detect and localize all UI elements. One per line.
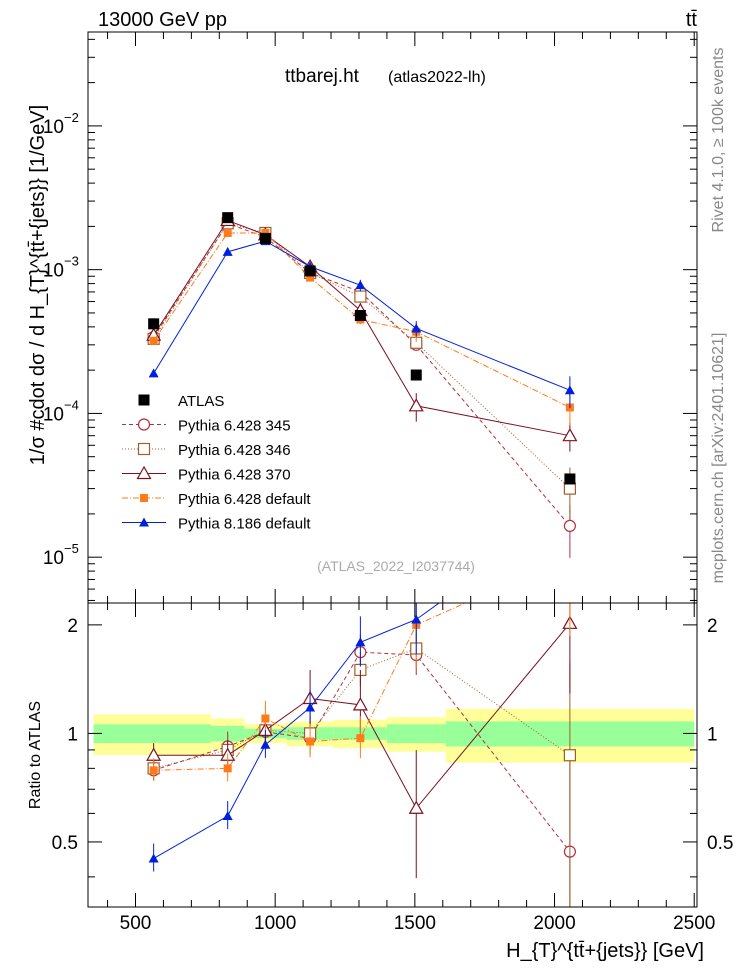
y-tick-label: 10	[43, 117, 64, 138]
legend-entry: Pythia 8.186 default	[122, 516, 311, 533]
series-point	[562, 427, 578, 442]
process-label: tt̄	[686, 9, 698, 31]
data-point	[148, 318, 160, 330]
ratio-point	[222, 811, 233, 821]
ratio-point	[355, 637, 366, 647]
ratio-point	[563, 749, 576, 762]
y-tick-label: 10	[43, 548, 64, 569]
ratio-tick-label: 1	[67, 724, 78, 745]
legend-entry-data: ATLAS	[138, 393, 224, 410]
ratio-series-1	[147, 626, 576, 907]
ratio-point	[261, 714, 270, 723]
ratio-tick-label-right: 0.5	[707, 833, 733, 854]
ratio-point	[352, 697, 368, 711]
data-point	[564, 473, 576, 485]
legend-marker	[137, 418, 151, 431]
ratio-series-group	[146, 603, 578, 907]
legend-marker	[139, 517, 149, 527]
ratio-point	[149, 766, 158, 775]
legend-entry: Pythia 6.428 345	[122, 418, 291, 435]
main-series-group	[146, 212, 578, 558]
beam-label: 13000 GeV pp	[98, 9, 227, 31]
data-point	[304, 265, 316, 277]
ratio-band-inner	[386, 724, 446, 744]
legend-marker	[140, 494, 148, 502]
data-points	[148, 212, 576, 485]
series-point	[222, 246, 233, 256]
x-tick-label: 500	[120, 913, 152, 934]
ratio-series-4	[148, 603, 440, 872]
legend-entry: Pythia 6.428 346	[122, 442, 291, 459]
x-tick-label: 1500	[394, 913, 436, 934]
ratio-tick-label-right: 2	[707, 616, 718, 637]
series-2	[146, 212, 578, 452]
series-point	[563, 519, 576, 533]
legend-label: Pythia 6.428 370	[178, 467, 291, 484]
series-point	[223, 228, 232, 237]
data-point	[222, 212, 234, 224]
ratio-frame	[87, 602, 698, 908]
series-point	[564, 385, 575, 395]
ratio-tick-label-right: 1	[707, 724, 718, 745]
ratio-point	[356, 734, 365, 743]
legend-entry: Pythia 6.428 370	[122, 465, 291, 484]
y-tick-label: 10	[43, 261, 64, 282]
legend-label: Pythia 6.428 345	[178, 418, 291, 435]
series-point	[149, 336, 158, 345]
x-tick-label: 2500	[673, 913, 715, 934]
ratio-point	[223, 764, 232, 773]
y-tick-exponent: −3	[64, 254, 79, 269]
series-point	[306, 273, 315, 282]
data-point	[354, 309, 366, 321]
analysis-label: (ATLAS_2022_I2037744)	[317, 558, 475, 574]
ratio-series-0	[147, 633, 576, 907]
series-point	[354, 290, 367, 303]
main-panel: 10−510−410−310−2	[43, 31, 698, 604]
ratio-point	[148, 853, 159, 863]
data-point	[410, 369, 422, 381]
series-point	[355, 280, 366, 290]
ratio-point	[408, 800, 424, 814]
legend-label: Pythia 6.428 346	[178, 442, 291, 459]
legend-marker	[136, 465, 152, 480]
mcplots-label: mcplots.cern.ch [arXiv:2401.10621]	[710, 333, 727, 584]
ratio-panel: 500 1000 1500 2000 2500 0.5 0.5 1 1 2 2	[52, 602, 733, 934]
rivet-label: Rivet 4.1.0, ≥ 100k events	[710, 48, 727, 233]
ratio-axis-label: Ratio to ATLAS	[27, 701, 44, 809]
x-tick-label: 2000	[533, 913, 575, 934]
legend-marker	[138, 394, 150, 406]
y-axis-label: 1/σ #cdot dσ / d H_{T}^{tt̄+{jets}} [1/G…	[27, 105, 49, 465]
legend-label: Pythia 6.428 default	[178, 491, 311, 508]
series-point	[408, 398, 424, 412]
series-point	[148, 368, 159, 378]
series-point	[411, 323, 422, 333]
legend-label: ATLAS	[178, 393, 224, 410]
ratio-band-inner	[93, 724, 211, 744]
legend: ATLAS Pythia 6.428 345 Pythia 6.428 346 Pyt…	[122, 393, 311, 533]
y-tick-label: 10	[43, 404, 64, 425]
ratio-point	[260, 739, 271, 749]
series-point	[563, 482, 576, 495]
legend-entry: Pythia 6.428 default	[122, 491, 311, 508]
plot-subtitle: (atlas2022-lh)	[388, 69, 486, 86]
y-tick-exponent: −5	[64, 541, 79, 556]
ratio-point	[411, 614, 422, 624]
data-point	[259, 232, 271, 244]
ratio-tick-label: 0.5	[52, 833, 78, 854]
legend-marker	[137, 442, 151, 456]
ratio-point	[306, 737, 315, 746]
y-tick-exponent: −4	[64, 397, 79, 412]
ratio-point	[305, 702, 316, 712]
y-tick-exponent: −2	[64, 110, 79, 125]
plot-title: ttbarej.ht	[285, 66, 360, 87]
x-axis-label: H_{T}^{tt̄+{jets}} [GeV]	[506, 940, 704, 962]
x-tick-label: 1000	[254, 913, 296, 934]
legend-label: Pythia 8.186 default	[178, 516, 311, 533]
ratio-tick-label: 2	[67, 616, 78, 637]
